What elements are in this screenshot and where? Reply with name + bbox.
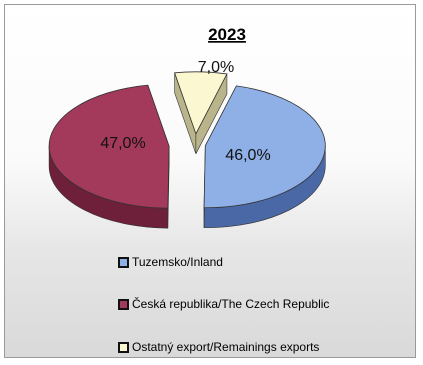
legend-swatch-czech	[118, 298, 129, 310]
chart-title: 2023	[208, 25, 246, 44]
legend-label-other: Ostatný export/Remainings exports	[132, 340, 320, 354]
pie-slice	[174, 71, 228, 135]
legend-item-other: Ostatný export/Remainings exports	[118, 340, 319, 354]
data-label: 7,0%	[198, 59, 234, 76]
legend-swatch-inland	[118, 256, 129, 268]
legend-item-inland: Tuzemsko/Inland	[118, 255, 223, 269]
pie-slice	[48, 84, 170, 209]
legend-item-czech: Česká republika/The Czech Republic	[118, 297, 329, 311]
legend-label-inland: Tuzemsko/Inland	[132, 255, 223, 269]
data-label: 47,0%	[100, 135, 145, 152]
data-label: 46,0%	[225, 147, 270, 164]
legend-swatch-other	[118, 341, 129, 353]
pie-slice	[203, 85, 326, 209]
legend-label-czech: Česká republika/The Czech Republic	[132, 297, 330, 311]
